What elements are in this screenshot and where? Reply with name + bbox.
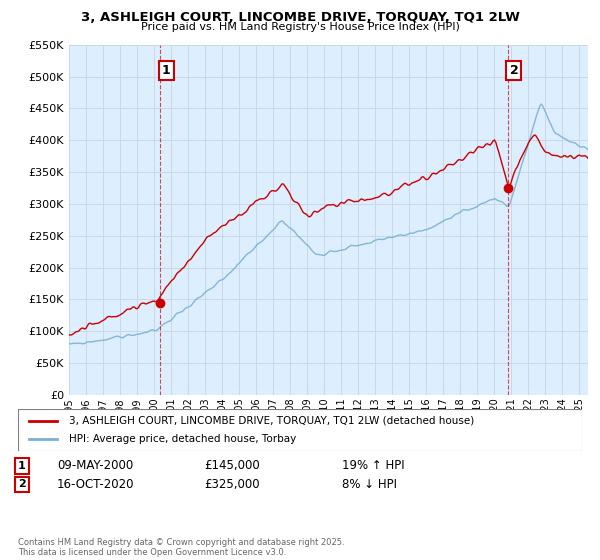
Text: 3, ASHLEIGH COURT, LINCOMBE DRIVE, TORQUAY, TQ1 2LW (detached house): 3, ASHLEIGH COURT, LINCOMBE DRIVE, TORQU… (69, 416, 474, 426)
Text: £325,000: £325,000 (204, 478, 260, 491)
Text: 2: 2 (18, 479, 26, 489)
Text: HPI: Average price, detached house, Torbay: HPI: Average price, detached house, Torb… (69, 434, 296, 444)
Text: 19% ↑ HPI: 19% ↑ HPI (342, 459, 404, 473)
Text: £145,000: £145,000 (204, 459, 260, 473)
Text: 09-MAY-2000: 09-MAY-2000 (57, 459, 133, 473)
Text: 1: 1 (162, 64, 170, 77)
Text: 1: 1 (18, 461, 26, 471)
FancyBboxPatch shape (18, 409, 582, 451)
Text: Price paid vs. HM Land Registry's House Price Index (HPI): Price paid vs. HM Land Registry's House … (140, 22, 460, 32)
Text: 8% ↓ HPI: 8% ↓ HPI (342, 478, 397, 491)
Text: 16-OCT-2020: 16-OCT-2020 (57, 478, 134, 491)
Text: 3, ASHLEIGH COURT, LINCOMBE DRIVE, TORQUAY, TQ1 2LW: 3, ASHLEIGH COURT, LINCOMBE DRIVE, TORQU… (80, 11, 520, 24)
Text: Contains HM Land Registry data © Crown copyright and database right 2025.
This d: Contains HM Land Registry data © Crown c… (18, 538, 344, 557)
Text: 2: 2 (509, 64, 518, 77)
